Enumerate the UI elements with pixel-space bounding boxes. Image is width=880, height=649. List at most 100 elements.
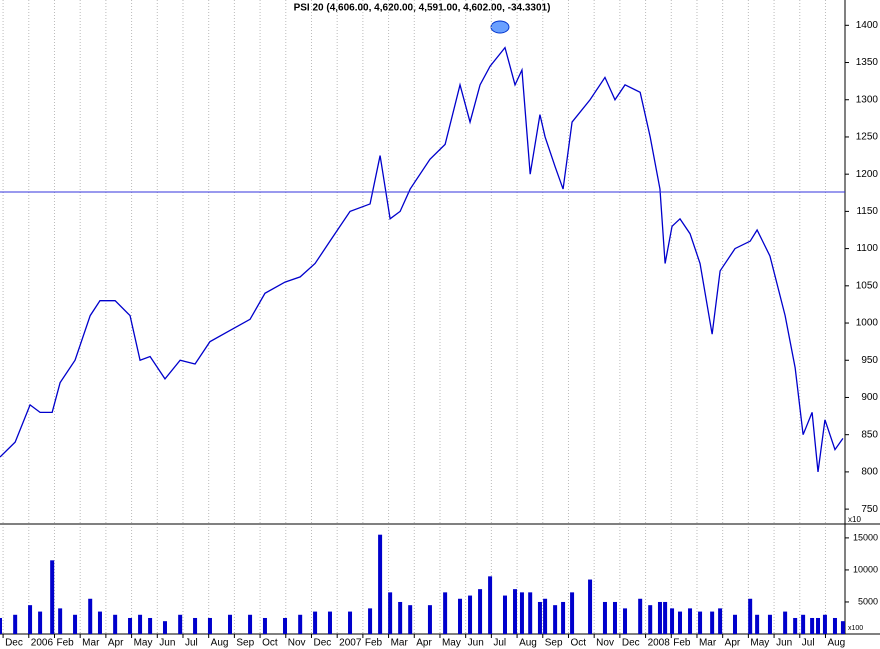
- x-tick-label: Jul: [185, 638, 198, 649]
- volume-bar: [612, 601, 617, 634]
- volume-bar: [97, 611, 102, 634]
- x-tick-label: Feb: [673, 638, 691, 649]
- volume-bar: [816, 617, 821, 634]
- volume-bar: [193, 617, 198, 634]
- volume-bar: [810, 617, 815, 634]
- volume-bar: [38, 611, 43, 634]
- volume-bar: [602, 601, 607, 634]
- volume-bar: [710, 611, 715, 634]
- x-tick-label: Aug: [211, 638, 229, 649]
- volume-bar: [793, 617, 798, 634]
- volume-bar: [50, 560, 55, 634]
- x-tick-label: Sep: [236, 638, 254, 649]
- volume-bar: [408, 605, 413, 634]
- y-tick-label: 1000: [856, 318, 879, 329]
- x-tick-label: Aug: [827, 638, 845, 649]
- x-tick-label: Dec: [5, 638, 23, 649]
- volume-bar: [283, 617, 288, 634]
- volume-bar: [458, 598, 463, 634]
- volume-bar: [73, 614, 78, 634]
- volume-bar: [298, 614, 303, 634]
- x-tick-label: Jun: [159, 638, 175, 649]
- x-tick-label: Aug: [519, 638, 537, 649]
- x-tick-label: May: [750, 638, 769, 649]
- volume-bar: [570, 592, 575, 634]
- x-tick-label: Jul: [493, 638, 506, 649]
- volume-bar: [801, 614, 806, 634]
- volume-bar: [513, 589, 518, 634]
- volume-bar: [162, 621, 167, 634]
- x-tick-label: Feb: [365, 638, 383, 649]
- volume-bar: [638, 598, 643, 634]
- y-tick-label: 950: [861, 355, 878, 366]
- volume-bar: [783, 611, 788, 634]
- volume-bar: [228, 614, 233, 634]
- volume-bar: [128, 617, 133, 634]
- x-tick-label: Apr: [725, 638, 741, 649]
- x-tick-label: Dec: [313, 638, 331, 649]
- volume-bar: [519, 592, 524, 634]
- volume-bar: [178, 614, 183, 634]
- volume-bar: [443, 592, 448, 634]
- y-tick-label: 750: [861, 504, 878, 515]
- x-tick-label: Apr: [416, 638, 432, 649]
- volume-bar: [262, 617, 267, 634]
- volume-bar: [588, 579, 593, 634]
- volume-bar: [832, 617, 837, 634]
- x-tick-label: Dec: [622, 638, 640, 649]
- y-tick-label: 10000: [853, 564, 878, 574]
- x-tick-label: Jun: [468, 638, 484, 649]
- y-tick-label: 1300: [856, 94, 879, 105]
- volume-bar: [398, 601, 403, 634]
- volume-bar: [488, 576, 493, 634]
- volume-bar: [698, 611, 703, 634]
- volume-bar: [561, 601, 566, 634]
- volume-bar: [670, 608, 675, 634]
- volume-bar: [502, 595, 507, 634]
- volume-bar: [648, 605, 653, 634]
- x-tick-label: May: [134, 638, 153, 649]
- y-tick-label: 1050: [856, 280, 879, 291]
- volume-bar: [553, 605, 558, 634]
- axis-note: x10: [848, 515, 861, 524]
- volume-bar: [537, 601, 542, 634]
- volume-bar: [755, 614, 760, 634]
- x-tick-label: Sep: [545, 638, 563, 649]
- volume-bar: [733, 614, 738, 634]
- volume-bar: [468, 595, 473, 634]
- volume-bar: [427, 605, 432, 634]
- volume-bar: [528, 592, 533, 634]
- volume-bar: [368, 608, 373, 634]
- x-tick-label: Mar: [699, 638, 717, 649]
- y-tick-label: 1200: [856, 169, 879, 180]
- volume-bar: [88, 598, 93, 634]
- x-tick-label: Nov: [288, 638, 306, 649]
- volume-bar: [718, 608, 723, 634]
- volume-bar: [148, 617, 153, 634]
- price-line: [0, 46, 844, 472]
- volume-bar: [28, 605, 33, 634]
- volume-bar: [543, 598, 548, 634]
- volume-bar: [478, 589, 483, 634]
- volume-bar: [767, 614, 772, 634]
- x-tick-label: Mar: [82, 638, 100, 649]
- volume-bar: [623, 608, 628, 634]
- axis-note: x100: [848, 625, 863, 632]
- y-tick-label: 800: [861, 467, 878, 478]
- volume-bar: [327, 611, 332, 634]
- volume-bar: [13, 614, 18, 634]
- volume-bar: [207, 617, 212, 634]
- volume-bar: [388, 592, 393, 634]
- y-tick-label: 850: [861, 429, 878, 440]
- volume-bar: [748, 598, 753, 634]
- x-tick-label: 2007: [339, 638, 362, 649]
- x-tick-label: Oct: [262, 638, 278, 649]
- volume-bar: [348, 611, 353, 634]
- volume-bar: [0, 617, 2, 634]
- volume-bar: [113, 614, 118, 634]
- volume-bar: [313, 611, 318, 634]
- x-tick-label: Oct: [570, 638, 586, 649]
- x-tick-label: Jul: [802, 638, 815, 649]
- x-tick-label: Feb: [56, 638, 74, 649]
